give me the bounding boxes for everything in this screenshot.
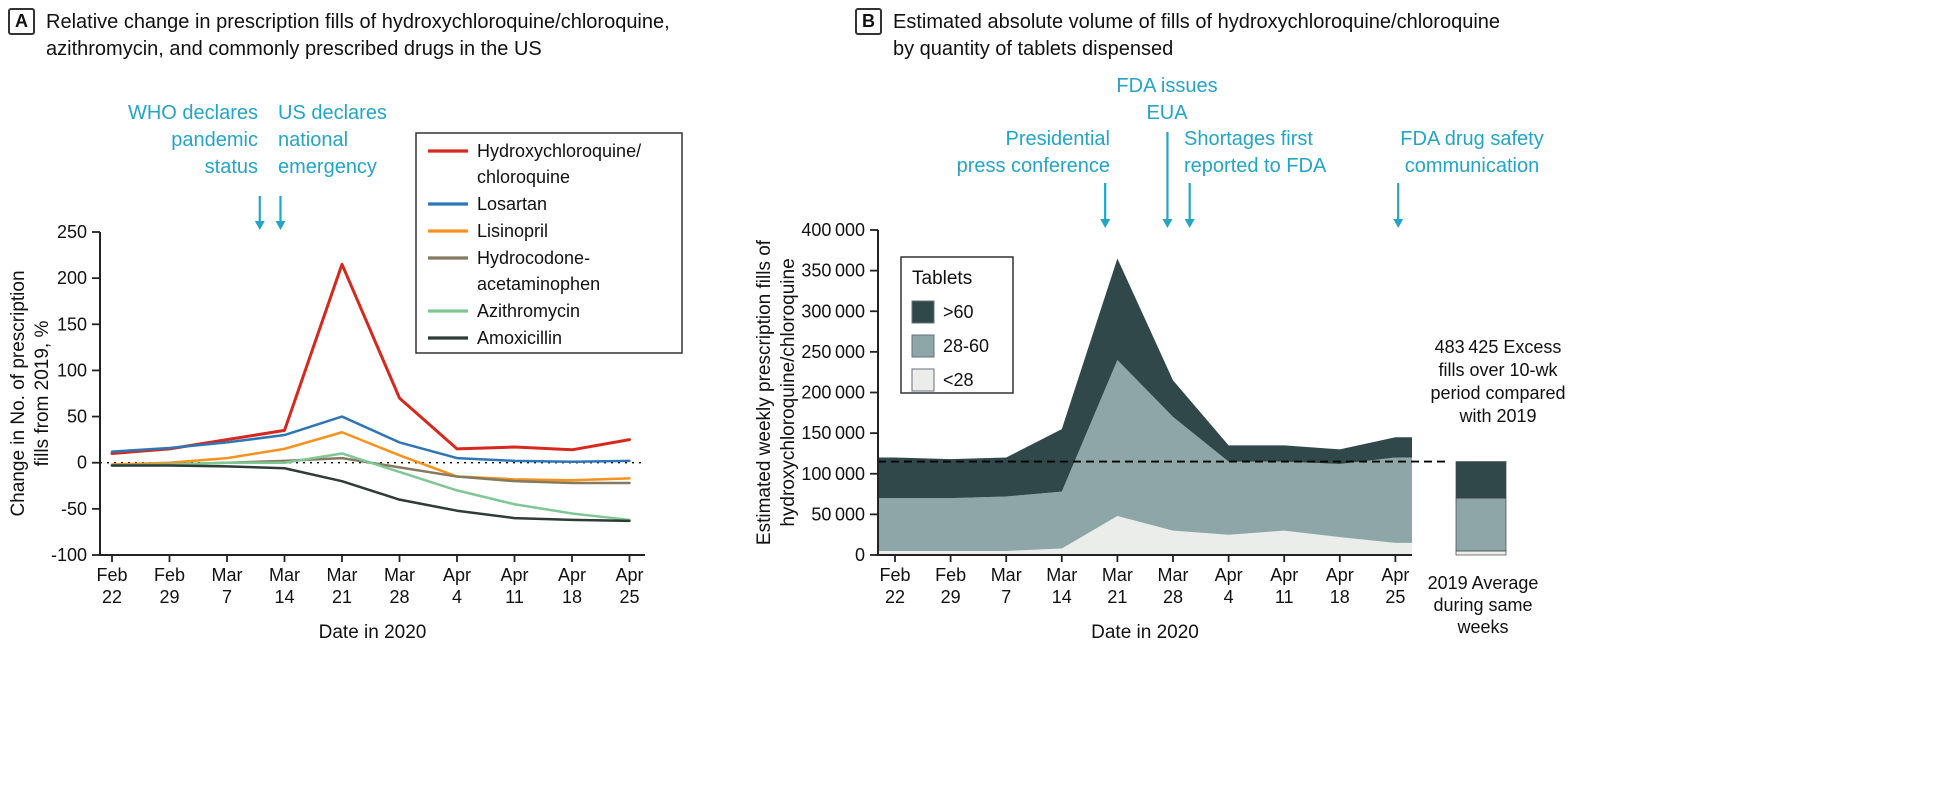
svg-text:acetaminophen: acetaminophen — [477, 274, 600, 294]
svg-text:Lisinopril: Lisinopril — [477, 221, 548, 241]
svg-text:50: 50 — [67, 407, 87, 427]
legend-swatch-tablets-2 — [911, 368, 935, 392]
panel-a-title: Relative change in prescription fills of… — [46, 11, 670, 60]
panel-a-series-line-1 — [110, 415, 631, 464]
svg-text:100: 100 — [57, 360, 87, 380]
panel-a-x-axis-title: Date in 2020 — [318, 622, 427, 643]
svg-text:Tablets: Tablets — [912, 268, 972, 289]
annotation-who-pandemic: WHO declares pandemic status — [127, 102, 258, 178]
svg-text:Azithromycin: Azithromycin — [477, 301, 580, 321]
reference-bar-segment-1 — [1455, 497, 1507, 552]
panel-b-area-band-1 — [878, 360, 1412, 551]
annotation-fda-safety-communication: FDA drug safety communication — [1400, 128, 1544, 177]
panel-a-series-line-2 — [110, 431, 631, 482]
panel-b-x-axis-title: Date in 2020 — [1091, 622, 1199, 643]
svg-text:250 000: 250 000 — [801, 342, 865, 362]
svg-text:<28: <28 — [943, 370, 974, 390]
annotation-arrow-us — [275, 196, 286, 230]
svg-text:-100: -100 — [51, 545, 87, 565]
legend-swatch-tablets-0 — [911, 300, 935, 324]
legend-swatch-tablets-1 — [911, 334, 935, 358]
panel-b-chart: 0 50 000 100 000 150 000 200 000 250 000 300 0… — [754, 132, 1507, 607]
panel-a-series-line-5 — [110, 464, 631, 523]
annotation-arrow-eua — [1162, 132, 1173, 228]
annotation-us-emergency: US declares national emergency — [278, 102, 387, 178]
panel-a-legend: Hydroxychloroquine/chloroquine Losartan Li… — [415, 132, 683, 354]
panel-b-area-band-2 — [878, 258, 1412, 499]
annotation-arrow-shortage — [1184, 183, 1195, 228]
svg-text:350 000: 350 000 — [801, 261, 865, 281]
panel-a-chart: -100 -50 0 50 100 150 200 250 Feb 22 Feb 29 Mar 7 Mar 1… — [8, 132, 683, 607]
panel-b-header: B Estimated absolute volume of fills of … — [855, 8, 1500, 63]
svg-text:hydroxychloroquine/chloroquine: hydroxychloroquine/chloroquine — [778, 258, 799, 526]
svg-text:Estimated weekly prescription: Estimated weekly prescription fills of — [754, 239, 775, 545]
svg-text:50 000: 50 000 — [811, 504, 865, 524]
svg-text:28-60: 28-60 — [943, 336, 989, 356]
panel-a-header: A Relative change in prescription fills … — [8, 8, 670, 63]
svg-text:100 000: 100 000 — [801, 464, 865, 484]
svg-text:Hydrocodone-: Hydrocodone- — [477, 248, 590, 268]
annotation-arrow-safety — [1393, 183, 1404, 228]
reference-bar-segment-2 — [1455, 461, 1507, 499]
svg-text:Hydroxychloroquine/: Hydroxychloroquine/ — [477, 141, 641, 161]
annotation-shortages-reported: Shortages first reported to FDA — [1184, 128, 1327, 177]
panel-a-series-line-4 — [110, 452, 631, 522]
svg-text:0: 0 — [77, 453, 87, 473]
svg-text:150: 150 — [57, 314, 87, 334]
svg-text:200: 200 — [57, 268, 87, 288]
svg-text:300 000: 300 000 — [801, 301, 865, 321]
panel-a-label: A — [8, 8, 35, 35]
panel-b-legend: Tablets >60 28-60 <28 — [900, 256, 1014, 394]
annotation-arrow-press — [1100, 183, 1111, 228]
panel-b-label: B — [855, 8, 882, 35]
reference-bar-caption: 2019 Average during same weeks — [1427, 573, 1539, 637]
svg-text:chloroquine: chloroquine — [477, 167, 570, 187]
svg-text:200 000: 200 000 — [801, 383, 865, 403]
svg-text:0: 0 — [855, 545, 865, 565]
svg-text:fills from 2019, %: fills from 2019, % — [32, 321, 53, 467]
panel-b-title: Estimated absolute volume of fills of hy… — [893, 11, 1501, 60]
panel-b-area-band-0 — [878, 516, 1412, 555]
svg-text:400 000: 400 000 — [801, 220, 865, 240]
annotation-fda-eua: FDA issues EUA — [1116, 75, 1218, 124]
svg-text:-50: -50 — [61, 499, 87, 519]
svg-text:Amoxicillin: Amoxicillin — [477, 328, 562, 348]
annotation-arrow-who — [254, 196, 265, 230]
excess-fills-note: 483 425 Excess fills over 10-wk period c… — [1430, 337, 1566, 426]
annotation-press-conference: Presidential press conference — [956, 128, 1110, 177]
svg-text:150 000: 150 000 — [801, 423, 865, 443]
svg-text:250: 250 — [57, 222, 87, 242]
svg-text:Losartan: Losartan — [477, 194, 547, 214]
reference-bar-segment-0 — [1455, 550, 1507, 556]
svg-text:Change in No. of prescription: Change in No. of prescription — [8, 270, 29, 516]
svg-text:>60: >60 — [943, 302, 974, 322]
